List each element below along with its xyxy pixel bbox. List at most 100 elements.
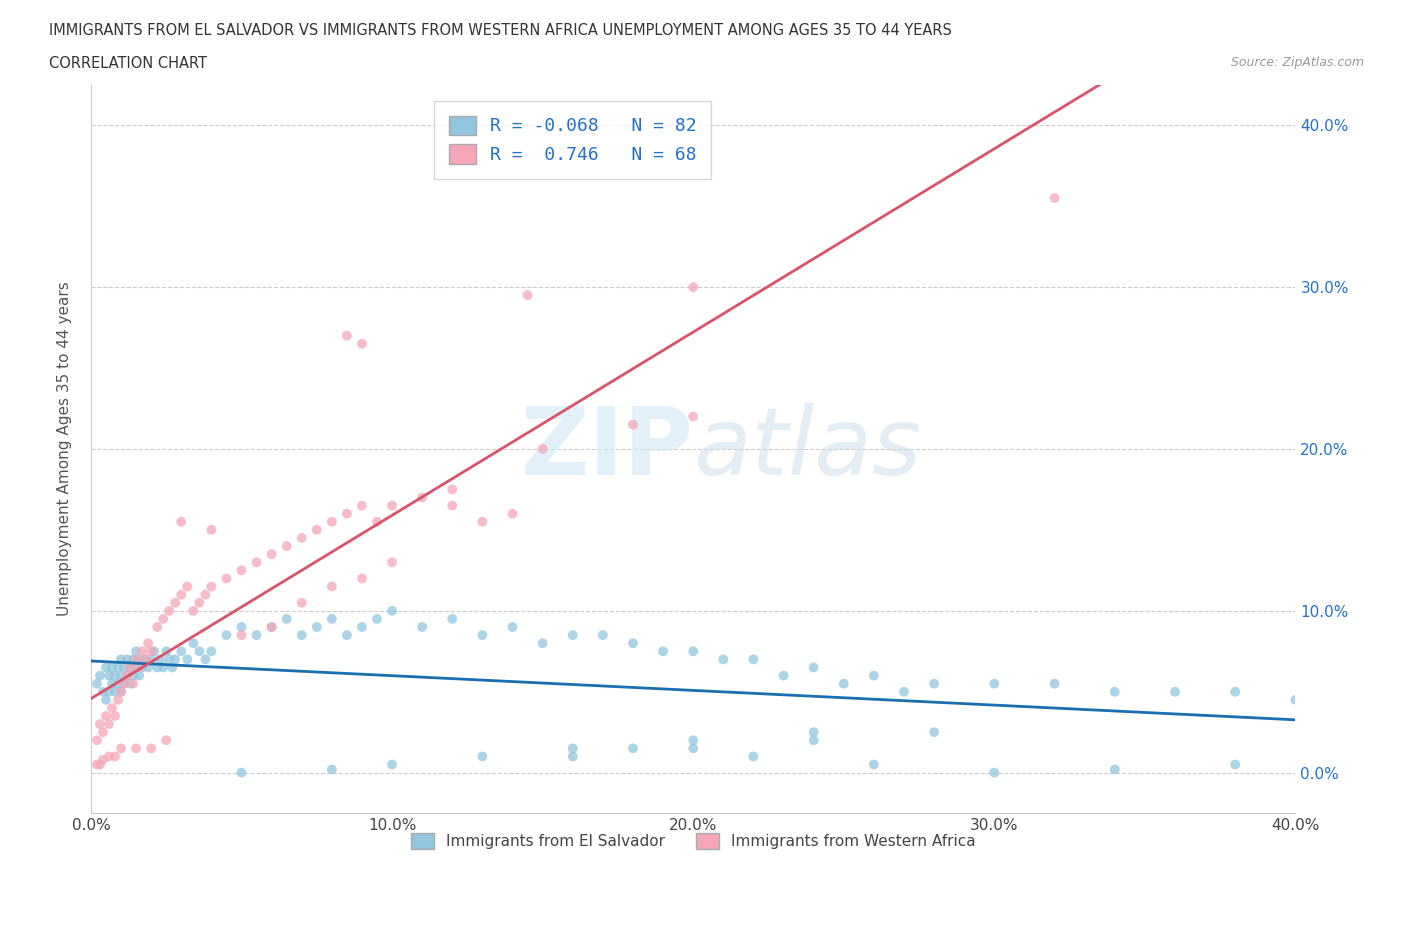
- Point: [128, 668, 150, 683]
- Point: [215, 628, 238, 643]
- Point: [194, 587, 217, 602]
- Point: [86, 733, 108, 748]
- Point: [321, 514, 343, 529]
- Point: [502, 506, 524, 521]
- Point: [152, 611, 174, 626]
- Point: [188, 595, 211, 610]
- Point: [863, 757, 886, 772]
- Point: [381, 498, 404, 513]
- Point: [411, 490, 433, 505]
- Point: [772, 668, 794, 683]
- Point: [366, 514, 388, 529]
- Point: [276, 538, 298, 553]
- Point: [1225, 757, 1247, 772]
- Y-axis label: Unemployment Among Ages 35 to 44 years: Unemployment Among Ages 35 to 44 years: [58, 282, 72, 617]
- Point: [155, 644, 177, 658]
- Point: [94, 709, 117, 724]
- Point: [122, 668, 145, 683]
- Point: [181, 604, 204, 618]
- Point: [98, 717, 121, 732]
- Point: [1225, 684, 1247, 699]
- Point: [711, 652, 734, 667]
- Point: [141, 652, 163, 667]
- Point: [136, 636, 159, 651]
- Point: [682, 644, 704, 658]
- Point: [162, 660, 184, 675]
- Text: IMMIGRANTS FROM EL SALVADOR VS IMMIGRANTS FROM WESTERN AFRICA UNEMPLOYMENT AMONG: IMMIGRANTS FROM EL SALVADOR VS IMMIGRANT…: [49, 23, 952, 38]
- Point: [101, 660, 124, 675]
- Point: [122, 676, 145, 691]
- Point: [1043, 676, 1066, 691]
- Point: [176, 652, 198, 667]
- Point: [983, 765, 1005, 780]
- Point: [260, 619, 283, 634]
- Point: [336, 628, 359, 643]
- Point: [155, 733, 177, 748]
- Point: [98, 749, 121, 764]
- Point: [112, 676, 135, 691]
- Point: [863, 668, 886, 683]
- Point: [165, 652, 187, 667]
- Point: [350, 498, 373, 513]
- Point: [110, 652, 132, 667]
- Point: [441, 482, 464, 497]
- Legend: Immigrants from El Salvador, Immigrants from Western Africa: Immigrants from El Salvador, Immigrants …: [401, 822, 986, 860]
- Point: [305, 523, 328, 538]
- Point: [682, 741, 704, 756]
- Point: [146, 619, 169, 634]
- Point: [531, 636, 554, 651]
- Point: [136, 660, 159, 675]
- Point: [621, 741, 644, 756]
- Point: [215, 571, 238, 586]
- Point: [125, 652, 148, 667]
- Point: [350, 337, 373, 352]
- Point: [170, 587, 193, 602]
- Point: [89, 757, 111, 772]
- Text: Source: ZipAtlas.com: Source: ZipAtlas.com: [1230, 56, 1364, 69]
- Point: [411, 619, 433, 634]
- Point: [101, 700, 124, 715]
- Point: [120, 660, 142, 675]
- Point: [165, 595, 187, 610]
- Point: [91, 752, 114, 767]
- Point: [922, 724, 945, 739]
- Point: [115, 668, 138, 683]
- Point: [146, 660, 169, 675]
- Point: [110, 684, 132, 699]
- Point: [194, 652, 217, 667]
- Point: [682, 280, 704, 295]
- Point: [131, 660, 153, 675]
- Point: [652, 644, 675, 658]
- Text: atlas: atlas: [693, 404, 921, 495]
- Point: [149, 652, 172, 667]
- Point: [803, 660, 825, 675]
- Point: [104, 684, 127, 699]
- Point: [531, 442, 554, 457]
- Point: [276, 611, 298, 626]
- Point: [89, 717, 111, 732]
- Point: [592, 628, 614, 643]
- Point: [112, 676, 135, 691]
- Point: [128, 660, 150, 675]
- Point: [125, 660, 148, 675]
- Point: [366, 611, 388, 626]
- Point: [1164, 684, 1187, 699]
- Point: [1043, 191, 1066, 206]
- Point: [188, 644, 211, 658]
- Point: [141, 644, 163, 658]
- Point: [91, 724, 114, 739]
- Point: [441, 611, 464, 626]
- Point: [98, 668, 121, 683]
- Point: [621, 418, 644, 432]
- Text: CORRELATION CHART: CORRELATION CHART: [49, 56, 207, 71]
- Point: [170, 514, 193, 529]
- Point: [502, 619, 524, 634]
- Point: [125, 741, 148, 756]
- Point: [561, 749, 583, 764]
- Point: [922, 676, 945, 691]
- Point: [682, 733, 704, 748]
- Point: [107, 693, 129, 708]
- Point: [94, 660, 117, 675]
- Point: [832, 676, 855, 691]
- Point: [157, 604, 180, 618]
